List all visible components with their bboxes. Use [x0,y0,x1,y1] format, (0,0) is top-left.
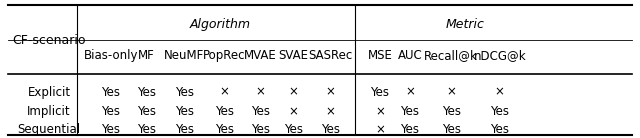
Text: Yes: Yes [175,123,194,136]
Text: SASRec: SASRec [308,49,353,62]
Text: Implicit: Implicit [28,105,71,118]
Text: AUC: AUC [397,49,422,62]
Text: MF: MF [138,49,155,62]
Text: ×: × [325,86,335,99]
Text: ×: × [375,123,385,136]
Text: Yes: Yes [175,105,194,118]
Text: ×: × [288,86,298,99]
Text: Yes: Yes [102,105,120,118]
Text: ×: × [325,105,335,118]
Text: Yes: Yes [490,123,509,136]
Text: Yes: Yes [371,86,389,99]
Text: Recall@k: Recall@k [424,49,478,62]
Text: Yes: Yes [490,105,509,118]
Text: Yes: Yes [401,123,419,136]
Text: Algorithm: Algorithm [190,18,251,31]
Text: ×: × [256,86,266,99]
Text: Yes: Yes [137,105,156,118]
Text: Yes: Yes [175,86,194,99]
Text: Yes: Yes [252,123,270,136]
Text: ×: × [495,86,504,99]
Text: ×: × [288,105,298,118]
Text: nDCG@k: nDCG@k [474,49,526,62]
Text: Yes: Yes [401,105,419,118]
Text: Yes: Yes [102,86,120,99]
Text: Yes: Yes [321,123,340,136]
Text: Yes: Yes [442,123,461,136]
Text: PopRec: PopRec [203,49,246,62]
Text: NeuMF: NeuMF [164,49,204,62]
Text: MVAE: MVAE [244,49,277,62]
Text: Yes: Yes [252,105,270,118]
Text: Yes: Yes [442,105,461,118]
Text: Yes: Yes [215,105,234,118]
Text: Yes: Yes [137,86,156,99]
Text: ×: × [405,86,415,99]
Text: ×: × [220,86,229,99]
Text: ×: × [446,86,456,99]
Text: Yes: Yes [284,123,303,136]
Text: Yes: Yes [137,123,156,136]
Text: MSE: MSE [367,49,392,62]
Text: CF-scenario: CF-scenario [12,34,86,47]
Text: Yes: Yes [215,123,234,136]
Text: ×: × [375,105,385,118]
Text: Bias-only: Bias-only [84,49,138,62]
Text: Yes: Yes [102,123,120,136]
Text: Explicit: Explicit [28,86,71,99]
Text: Sequential: Sequential [18,123,81,136]
Text: SVAE: SVAE [278,49,308,62]
Text: Metric: Metric [446,18,484,31]
